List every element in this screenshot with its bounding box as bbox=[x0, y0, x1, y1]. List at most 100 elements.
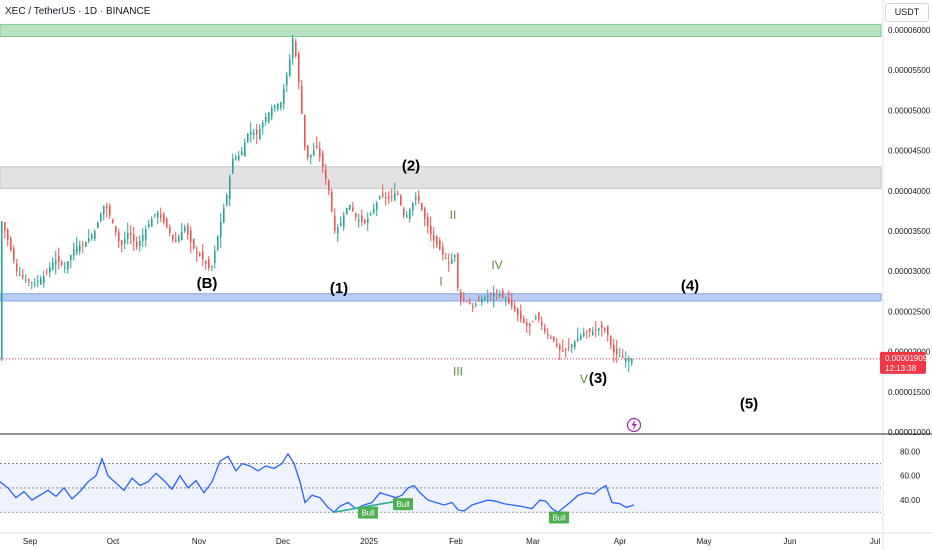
candle-body bbox=[79, 245, 81, 251]
candle-body bbox=[550, 337, 552, 339]
candle-body bbox=[100, 214, 102, 222]
wave-label: I bbox=[439, 275, 442, 289]
price-tick-label: 0.00001000 bbox=[888, 428, 931, 437]
price-tick-label: 0.00003000 bbox=[888, 267, 931, 276]
candle-body bbox=[271, 107, 273, 117]
rsi-line bbox=[0, 452, 635, 514]
candle-body bbox=[496, 291, 498, 293]
price-tag bbox=[880, 351, 926, 374]
candle-body bbox=[280, 102, 282, 108]
candle-body bbox=[607, 326, 609, 335]
bull-label: Bull bbox=[396, 500, 410, 509]
candle-body bbox=[511, 299, 513, 307]
candle-body bbox=[604, 328, 606, 331]
candle-body bbox=[370, 213, 372, 215]
candle-body bbox=[88, 238, 90, 242]
candle-body bbox=[574, 341, 576, 348]
candle-body bbox=[94, 231, 96, 239]
bull-label: Bull bbox=[361, 509, 375, 518]
candle-body bbox=[139, 241, 141, 246]
candle-body bbox=[433, 235, 435, 241]
candle-body bbox=[541, 321, 543, 326]
wave-label: V bbox=[580, 372, 588, 386]
middle-gray-zone bbox=[0, 166, 882, 189]
lower-blue-zone bbox=[0, 293, 882, 302]
candle-body bbox=[469, 302, 471, 305]
candle-body bbox=[40, 278, 42, 285]
candle-body bbox=[322, 153, 324, 167]
time-tick-label: 2025 bbox=[360, 537, 378, 546]
candle-body bbox=[367, 218, 369, 223]
time-tick-label: Oct bbox=[107, 537, 120, 546]
candle-body bbox=[532, 321, 534, 323]
candle-body bbox=[247, 133, 249, 142]
candle-body bbox=[610, 336, 612, 345]
rsi-tick-label: 40.00 bbox=[900, 496, 921, 505]
candle-body bbox=[430, 225, 432, 235]
candle-body bbox=[10, 238, 12, 251]
candle-body bbox=[400, 195, 402, 205]
candle-body bbox=[478, 299, 480, 302]
candle-body bbox=[571, 344, 573, 348]
candle-body bbox=[292, 38, 294, 59]
candle-body bbox=[295, 41, 297, 57]
candle-body bbox=[16, 263, 18, 272]
candle-body bbox=[244, 142, 246, 157]
candle-body bbox=[403, 208, 405, 216]
candle-body bbox=[253, 133, 255, 135]
candle-body bbox=[517, 308, 519, 315]
candle-body bbox=[553, 336, 555, 342]
candle-body bbox=[394, 192, 396, 201]
candle-body bbox=[619, 356, 621, 358]
candle-body bbox=[7, 230, 9, 241]
candle-body bbox=[364, 219, 366, 223]
candle-body bbox=[334, 215, 336, 232]
candle-body bbox=[568, 347, 570, 349]
candle-body bbox=[589, 328, 591, 332]
candle-body bbox=[4, 222, 6, 232]
wave-label: (4) bbox=[681, 278, 699, 295]
candle-body bbox=[424, 208, 426, 219]
currency-button[interactable]: USDT bbox=[885, 3, 929, 22]
candle-body bbox=[52, 262, 54, 270]
time-tick-label: Feb bbox=[449, 537, 463, 546]
candle-body bbox=[475, 304, 477, 306]
wave-label: (2) bbox=[402, 158, 420, 175]
candle-body bbox=[133, 234, 135, 242]
candle-body bbox=[583, 332, 585, 336]
candle-body bbox=[457, 253, 459, 289]
candle-body bbox=[451, 259, 453, 264]
candle-body bbox=[298, 53, 300, 83]
rsi-tick-label: 80.00 bbox=[900, 447, 921, 456]
candle-body bbox=[466, 301, 468, 303]
candle-body bbox=[112, 219, 114, 223]
candle-body bbox=[145, 229, 147, 240]
candle-body bbox=[91, 234, 93, 239]
bull-label-bg bbox=[549, 511, 569, 524]
candle-body bbox=[421, 203, 423, 210]
candle-body bbox=[631, 358, 633, 363]
candle-body bbox=[55, 259, 57, 265]
candle-body bbox=[196, 251, 198, 253]
candle-body bbox=[73, 249, 75, 256]
candle-body bbox=[124, 239, 126, 244]
candle-body bbox=[286, 75, 288, 86]
wave-label: III bbox=[453, 365, 463, 379]
candle-body bbox=[409, 208, 411, 220]
candle-body bbox=[121, 240, 123, 246]
candle-body bbox=[115, 226, 117, 233]
candle-body bbox=[388, 196, 390, 199]
candle-body bbox=[151, 218, 153, 227]
candle-body bbox=[214, 251, 216, 264]
candle-body bbox=[586, 331, 588, 333]
candle-body bbox=[307, 145, 309, 158]
time-tick-label: Nov bbox=[192, 537, 206, 546]
candle-body bbox=[31, 282, 33, 284]
candle-body bbox=[529, 323, 531, 326]
candle-body bbox=[472, 307, 474, 309]
candle-body bbox=[160, 214, 162, 218]
price-tick-label: 0.00004000 bbox=[888, 187, 931, 196]
candle-body bbox=[118, 232, 120, 242]
